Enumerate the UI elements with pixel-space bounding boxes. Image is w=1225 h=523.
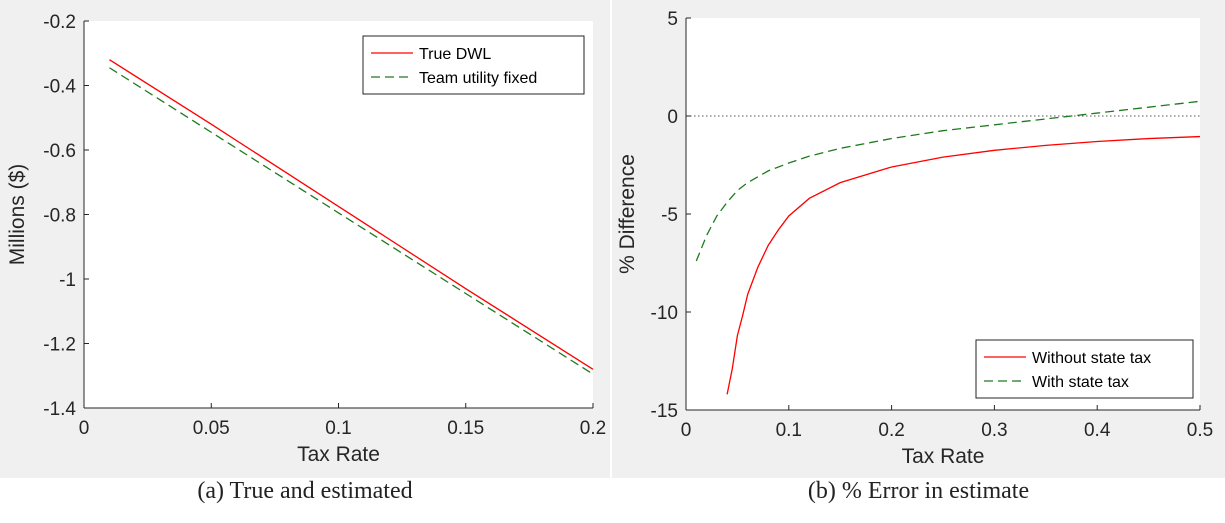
- legend-box: [362, 35, 585, 95]
- legend-label: True DWL: [419, 46, 491, 63]
- x-tick-label: 0.1: [776, 420, 802, 441]
- y-axis-label: % Difference: [616, 154, 639, 274]
- legend-label: Without state tax: [1032, 350, 1151, 367]
- y-tick-label: -0.2: [43, 12, 76, 33]
- series-line-2: [695, 100, 1201, 262]
- series-line-1: [109, 59, 594, 370]
- x-tick-label: 0.1: [325, 418, 351, 439]
- y-axis-label: Millions ($): [6, 164, 29, 266]
- x-tick-label: 0.2: [878, 420, 904, 441]
- x-tick-label: 0.4: [1084, 420, 1111, 441]
- legend-label: With state tax: [1032, 374, 1129, 391]
- chart-panel-b: 0 0.1 0.2 0.3 0.4 0.5 -15 -10 -5 0 5 Tax Rate % Diff…: [612, 0, 1225, 523]
- x-axis-label: Tax Rate: [902, 445, 985, 468]
- legend-label: Team utility fixed: [419, 70, 537, 87]
- x-tick-label: 0.2: [580, 418, 606, 439]
- x-tick-label: 0: [681, 420, 692, 441]
- x-tick-label: 0.15: [447, 418, 484, 439]
- x-tick-label: 0.05: [193, 418, 230, 439]
- caption-b: (b) % Error in estimate: [807, 478, 1030, 504]
- y-tick-label: 0: [667, 107, 678, 128]
- y-tick-label: 5: [667, 9, 678, 30]
- y-tick-label: -1.4: [43, 399, 76, 420]
- chart-b: 0 0.1 0.2 0.3 0.4 0.5 -15 -10 -5 0 5 Tax Rate % Diff…: [612, 0, 1225, 478]
- y-tick-label: -15: [651, 401, 678, 422]
- chart-a: 0 0.05 0.1 0.15 0.2 -1.4 -1.2 -1 -0.8 -0.6 -0.4 -0.…: [0, 0, 610, 478]
- caption-a: (a) True and estimated: [197, 478, 413, 504]
- x-tick-label: 0: [79, 418, 90, 439]
- y-tick-label: -0.8: [43, 206, 76, 227]
- y-tick-label: -0.6: [43, 141, 76, 162]
- y-tick-label: -1: [59, 270, 76, 291]
- y-tick-label: -5: [661, 205, 678, 226]
- y-tick-label: -10: [651, 303, 678, 324]
- series-line-1: [726, 135, 1201, 395]
- legend-box: [975, 339, 1194, 399]
- x-tick-label: 0.3: [981, 420, 1007, 441]
- x-axis-label: Tax Rate: [297, 443, 380, 466]
- y-tick-label: -1.2: [43, 335, 76, 356]
- series-line-2: [109, 67, 594, 375]
- chart-panel-a: 0 0.05 0.1 0.15 0.2 -1.4 -1.2 -1 -0.8 -0.6 -0.4 -0.…: [0, 0, 610, 523]
- x-tick-label: 0.5: [1187, 420, 1213, 441]
- y-tick-label: -0.4: [43, 77, 76, 98]
